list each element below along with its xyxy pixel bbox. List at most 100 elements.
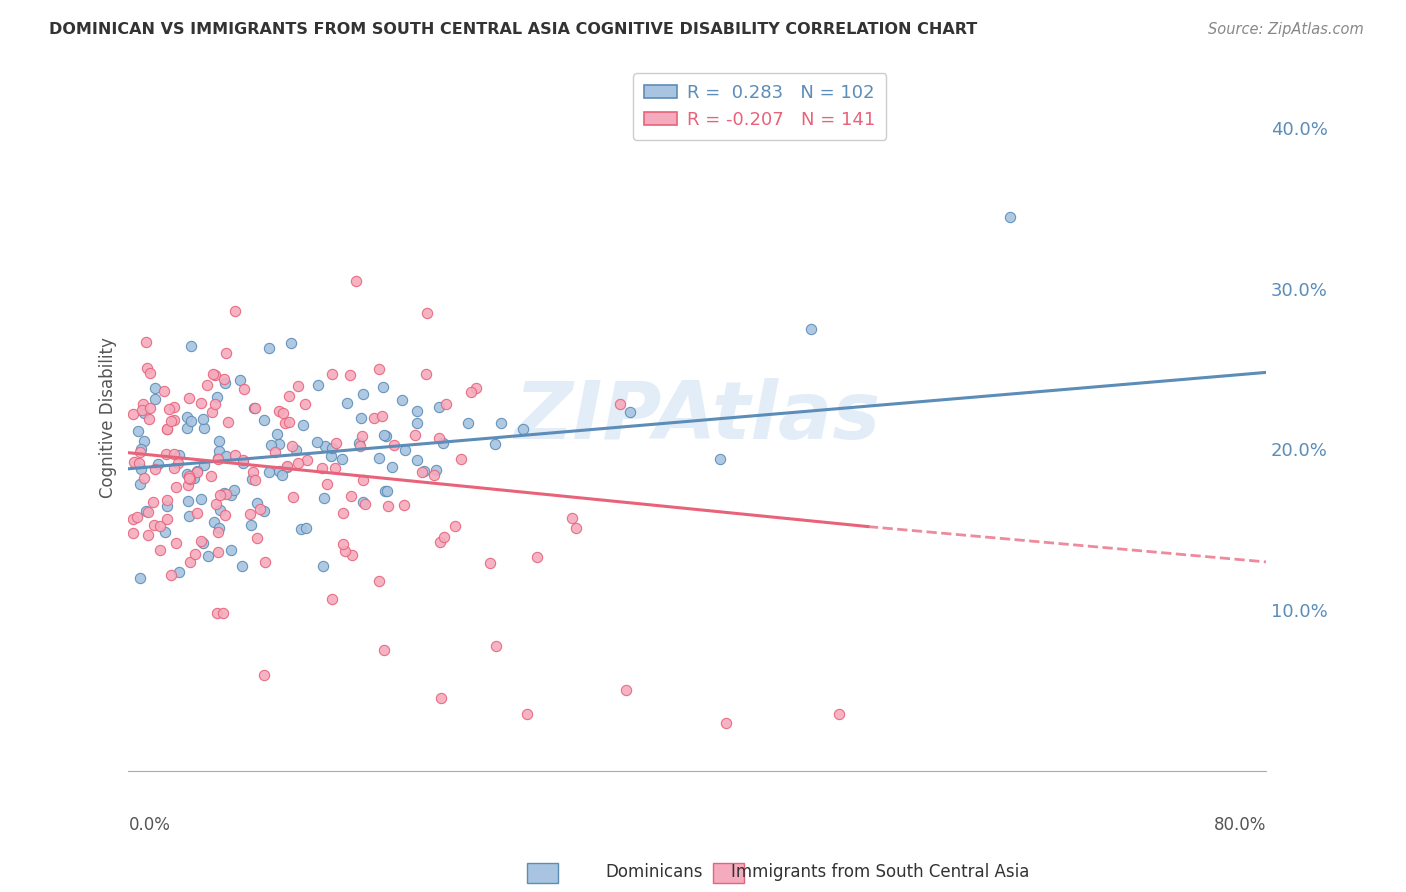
Point — [156, 499, 179, 513]
Point — [371, 380, 394, 394]
Point — [344, 274, 367, 288]
Point — [214, 508, 236, 522]
Point — [176, 410, 198, 425]
Point — [430, 691, 453, 706]
Point — [276, 460, 298, 475]
Point — [190, 491, 212, 506]
Point — [284, 443, 307, 458]
Point — [363, 411, 385, 425]
Point — [212, 486, 235, 500]
Point — [156, 493, 179, 508]
Point — [339, 368, 361, 382]
Point — [149, 543, 172, 558]
Point — [201, 405, 224, 419]
Text: ZIPAtlas: ZIPAtlas — [515, 378, 880, 457]
Point — [564, 521, 586, 535]
Point — [405, 404, 427, 418]
Point — [204, 515, 226, 529]
Point — [215, 346, 238, 360]
Point — [374, 428, 396, 442]
Point — [129, 442, 152, 456]
Point — [166, 456, 188, 470]
Point — [162, 413, 184, 427]
Point — [197, 549, 219, 563]
Point — [191, 411, 214, 425]
Point — [998, 210, 1021, 224]
Point — [204, 397, 226, 411]
Point — [444, 518, 467, 533]
Point — [207, 451, 229, 466]
Point — [516, 707, 538, 722]
Point — [433, 530, 456, 544]
Point — [138, 401, 160, 415]
Point — [291, 418, 314, 433]
Point — [307, 434, 329, 449]
Point — [193, 421, 215, 435]
Point — [177, 469, 200, 483]
Point — [253, 668, 276, 682]
Point — [167, 565, 190, 579]
Point — [131, 403, 153, 417]
Point — [243, 474, 266, 488]
Point — [209, 488, 232, 502]
Point — [121, 407, 143, 421]
Point — [143, 462, 166, 476]
Point — [195, 378, 218, 392]
Point — [131, 397, 153, 411]
Point — [221, 542, 243, 557]
Point — [321, 591, 343, 606]
Point — [416, 306, 439, 320]
Text: 80.0%: 80.0% — [1213, 815, 1265, 834]
Point — [321, 449, 343, 463]
Point — [425, 463, 447, 477]
Point — [121, 526, 143, 541]
Point — [142, 495, 165, 509]
Point — [253, 504, 276, 518]
Point — [526, 549, 548, 564]
Point — [208, 434, 231, 448]
Point — [208, 503, 231, 517]
Point — [239, 517, 262, 532]
Point — [271, 406, 294, 420]
Point — [129, 445, 152, 459]
Point — [457, 416, 479, 430]
Point — [129, 476, 152, 491]
Point — [375, 483, 398, 498]
Point — [176, 467, 198, 481]
Point — [314, 439, 336, 453]
Point — [316, 477, 339, 491]
Point — [214, 376, 236, 391]
Point — [134, 471, 156, 485]
Point — [179, 391, 201, 405]
Point — [333, 544, 356, 558]
Point — [163, 447, 186, 461]
Point — [281, 490, 304, 504]
Point — [190, 396, 212, 410]
Point — [136, 527, 159, 541]
Point — [212, 371, 235, 385]
Point — [349, 439, 371, 453]
Point — [391, 392, 413, 407]
Point — [129, 462, 152, 476]
Point — [274, 416, 297, 430]
Point — [155, 422, 177, 436]
Point — [332, 537, 354, 551]
Point — [134, 434, 156, 449]
Point — [332, 507, 354, 521]
Point — [186, 506, 208, 520]
Point — [271, 468, 294, 483]
Point — [163, 401, 186, 415]
Text: Source: ZipAtlas.com: Source: ZipAtlas.com — [1208, 22, 1364, 37]
Point — [709, 451, 731, 466]
Point — [432, 435, 454, 450]
Point — [350, 411, 373, 425]
Point — [165, 535, 187, 549]
Point — [321, 441, 343, 455]
Point — [191, 535, 214, 549]
Point — [257, 465, 280, 479]
Point — [224, 448, 246, 462]
Point — [200, 469, 222, 483]
Point — [165, 480, 187, 494]
Point — [415, 367, 437, 381]
Point — [307, 378, 329, 392]
